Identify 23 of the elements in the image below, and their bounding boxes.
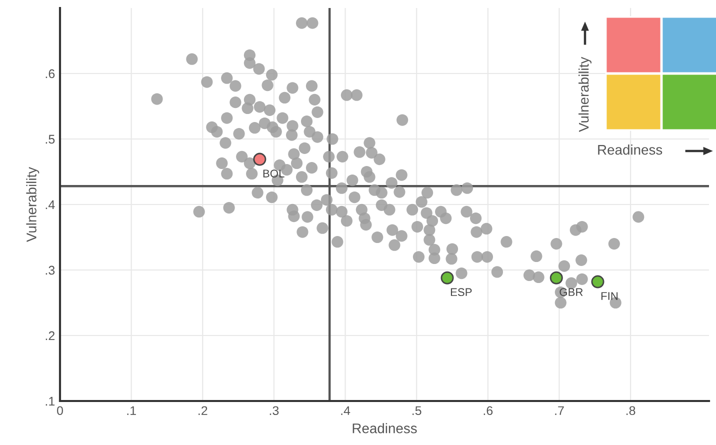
x-tick-label: .4 <box>341 406 350 415</box>
annotation: ESP <box>450 288 472 296</box>
y-tick-label: .4 <box>46 200 55 210</box>
y-tick-label: .5 <box>46 134 55 144</box>
x-tick-label: .7 <box>555 406 564 415</box>
annotation: Readiness <box>598 144 662 155</box>
x-axis-title: Readiness <box>352 423 417 434</box>
x-tick-label: .1 <box>127 406 136 415</box>
x-tick-label: .2 <box>198 406 208 415</box>
y-tick-label: .2 <box>46 331 55 340</box>
x-tick-label: .3 <box>270 406 279 416</box>
annotation: BOL <box>263 170 284 178</box>
x-tick-label: 0 <box>57 406 63 416</box>
annotation: GBR <box>560 288 583 296</box>
x-tick-label: .6 <box>484 406 493 416</box>
x-tick-label: .8 <box>626 406 636 416</box>
y-axis-title: Vulnerability <box>26 166 40 242</box>
x-tick-label: .5 <box>412 406 422 416</box>
y-tick-label: .1 <box>46 396 55 406</box>
y-tick-label: .3 <box>46 266 55 275</box>
annotation: FIN <box>601 292 618 300</box>
y-tick-label: .6 <box>46 69 55 78</box>
annotation: Vulnerability <box>578 56 592 132</box>
